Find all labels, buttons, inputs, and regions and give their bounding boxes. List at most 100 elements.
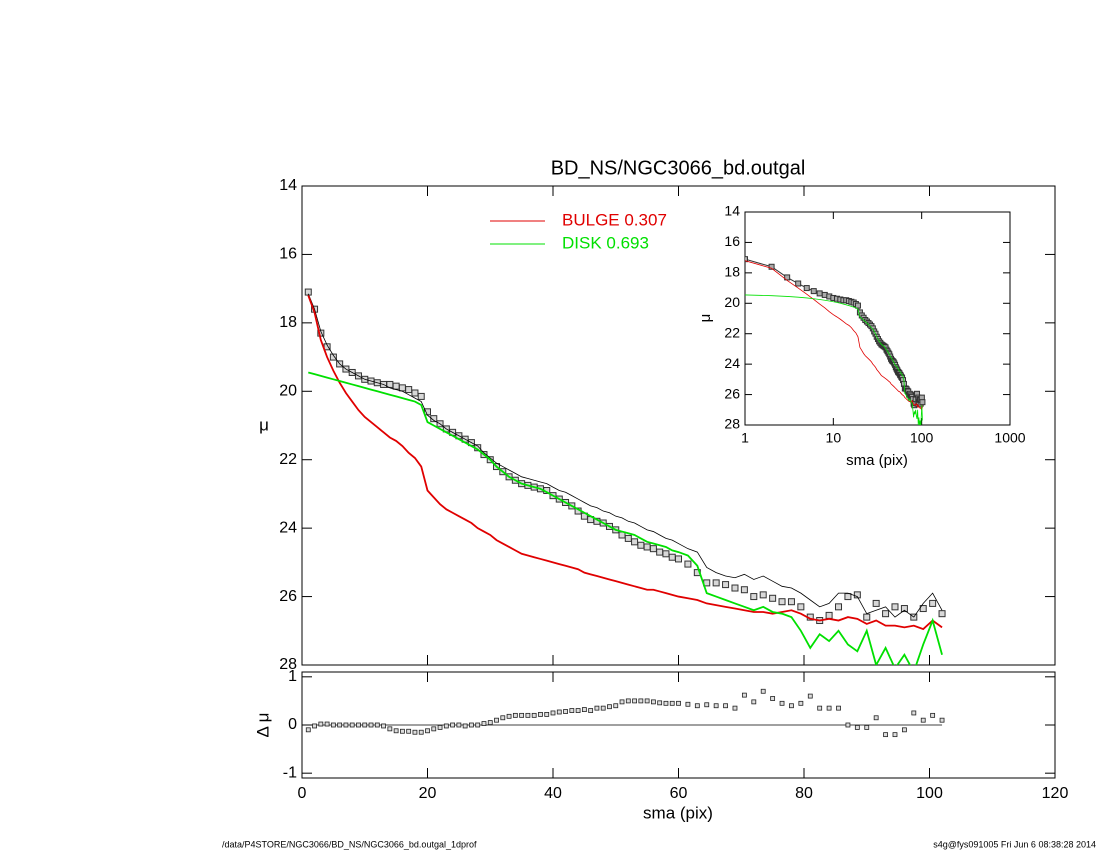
residual-point bbox=[676, 700, 681, 706]
residual-point bbox=[362, 722, 368, 728]
residual-point bbox=[349, 722, 355, 728]
data-point bbox=[844, 593, 852, 601]
residual-point bbox=[607, 704, 612, 710]
x-axis-label: sma (pix) bbox=[643, 803, 713, 822]
residual-point bbox=[817, 705, 823, 711]
y-tick-label: 22 bbox=[724, 324, 740, 340]
residual-point bbox=[594, 705, 600, 711]
y-axis-label: μ bbox=[697, 314, 714, 323]
data-point bbox=[938, 610, 946, 618]
x-tick-label: 1000 bbox=[994, 430, 1025, 446]
residual-point bbox=[826, 705, 832, 711]
data-point bbox=[825, 611, 833, 619]
data-point bbox=[816, 290, 823, 297]
data-point bbox=[900, 605, 908, 613]
footer-stamp: s4g@fys091005 Fri Jun 6 08:38:28 2014 bbox=[933, 839, 1096, 849]
data-point bbox=[787, 598, 795, 606]
residual-point bbox=[381, 723, 386, 729]
y-tick-label: 28 bbox=[279, 656, 297, 673]
y-tick-label: 26 bbox=[724, 385, 740, 401]
residual-point bbox=[519, 712, 525, 718]
data-point bbox=[769, 594, 777, 602]
residual-point bbox=[613, 703, 619, 709]
main-panel: 14 16 18 20 22 24 26 28 bbox=[279, 177, 1056, 673]
y-tick-label: 20 bbox=[724, 294, 740, 310]
residual-point bbox=[506, 713, 512, 719]
residual-point bbox=[305, 727, 311, 733]
series-line bbox=[308, 371, 943, 665]
residual-point bbox=[525, 712, 531, 718]
residual-point bbox=[600, 705, 606, 711]
residual-point bbox=[531, 712, 537, 718]
residual-point bbox=[544, 712, 550, 717]
data-point bbox=[863, 613, 871, 621]
y-tick-label: 28 bbox=[724, 416, 740, 432]
data-point bbox=[784, 274, 791, 281]
residual-point bbox=[588, 708, 594, 713]
y-tick-label: 18 bbox=[279, 314, 297, 331]
residual-point bbox=[475, 722, 481, 728]
residual-point bbox=[450, 722, 456, 728]
residual-point bbox=[550, 710, 556, 716]
residual-point bbox=[387, 726, 393, 732]
data-point bbox=[778, 598, 786, 606]
residual-point bbox=[685, 701, 691, 707]
data-point bbox=[929, 599, 937, 607]
residual-point bbox=[399, 728, 405, 734]
residual-point bbox=[431, 726, 437, 732]
plot-area bbox=[304, 288, 946, 665]
residual-point bbox=[374, 722, 380, 728]
residual-point bbox=[569, 708, 575, 713]
data-point bbox=[392, 382, 400, 390]
residual-point bbox=[443, 723, 449, 729]
residual-point bbox=[779, 700, 785, 706]
residual-point bbox=[939, 717, 945, 723]
residual-point bbox=[619, 699, 625, 705]
series-line bbox=[745, 260, 923, 411]
data-point bbox=[835, 603, 843, 611]
residual-point bbox=[456, 722, 462, 728]
data-point bbox=[405, 386, 413, 394]
data-point bbox=[919, 399, 926, 406]
data-point bbox=[684, 560, 692, 568]
residual-point bbox=[864, 725, 870, 730]
residual-point bbox=[920, 717, 926, 723]
y-tick-label: 24 bbox=[279, 519, 297, 536]
plot-area bbox=[302, 688, 945, 738]
y-tick-label: 26 bbox=[279, 588, 297, 605]
data-point bbox=[417, 392, 425, 400]
residual-point bbox=[469, 722, 474, 728]
residual-point bbox=[406, 728, 412, 734]
x-tick-label: 20 bbox=[419, 785, 437, 802]
x-tick-label: 100 bbox=[916, 785, 943, 802]
y-tick-label: 24 bbox=[724, 355, 740, 371]
residual-point bbox=[798, 700, 804, 706]
residual-point bbox=[657, 700, 663, 706]
legend-label: DISK 0.693 bbox=[562, 233, 649, 252]
data-point bbox=[853, 591, 861, 599]
series-line bbox=[745, 294, 923, 425]
data-point bbox=[329, 353, 337, 361]
residual-point bbox=[412, 729, 418, 735]
residual-point bbox=[556, 709, 562, 715]
data-point bbox=[656, 548, 664, 556]
residual-point bbox=[500, 715, 506, 721]
residual-point bbox=[638, 698, 644, 704]
residual-point bbox=[437, 725, 443, 730]
residual-point bbox=[425, 728, 430, 734]
residual-point bbox=[902, 727, 907, 733]
residual-point bbox=[581, 707, 587, 712]
plot-frame bbox=[744, 211, 1011, 426]
y-tick-label: 18 bbox=[724, 264, 740, 280]
residual-point bbox=[487, 720, 493, 725]
series-line bbox=[745, 258, 923, 407]
data-point bbox=[637, 541, 645, 549]
y-tick-label: 16 bbox=[724, 233, 740, 249]
residual-point bbox=[644, 698, 650, 704]
data-point bbox=[649, 545, 657, 553]
x-tick-label: 10 bbox=[826, 430, 842, 446]
data-point bbox=[411, 389, 419, 397]
residual-point bbox=[669, 700, 675, 706]
y-tick-label: 0 bbox=[288, 716, 297, 733]
